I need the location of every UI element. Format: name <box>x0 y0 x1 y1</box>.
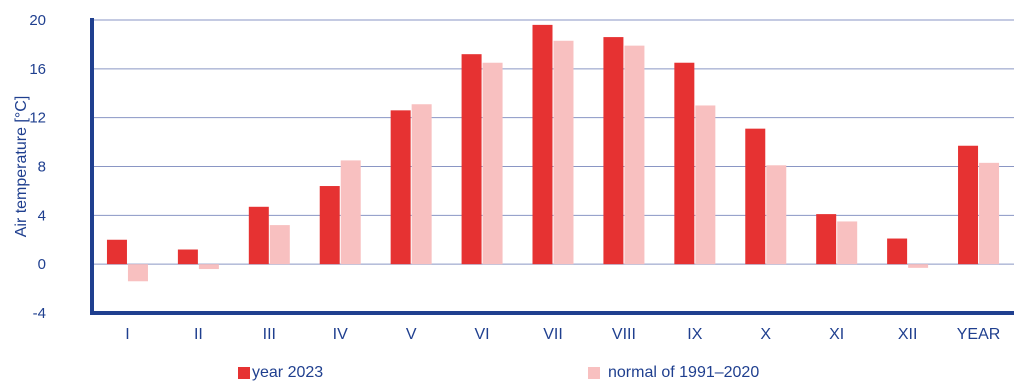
bar-normal-x <box>766 165 787 265</box>
bar-normal-xi <box>837 221 858 265</box>
x-tick-label: XII <box>898 326 918 343</box>
x-tick-label: II <box>194 326 203 343</box>
bar-normal-iii <box>269 225 290 265</box>
bar-normal-i <box>127 264 148 282</box>
bar-normal-ii <box>198 264 219 270</box>
x-tick-label: YEAR <box>957 326 1001 343</box>
bar-year-2023-ii <box>177 249 198 265</box>
x-tick-label: III <box>263 326 276 343</box>
y-tick-label: 16 <box>29 61 46 78</box>
bar-normal-ix <box>695 105 716 265</box>
x-tick-label: X <box>760 326 771 343</box>
bar-normal-vi <box>482 62 503 265</box>
x-tick-label: IX <box>687 326 702 343</box>
bar-year-2023-iii <box>248 206 269 265</box>
y-tick-label: 12 <box>29 110 46 127</box>
x-tick-label: IV <box>333 326 348 343</box>
x-tick-label: VIII <box>612 326 636 343</box>
y-tick-label: -4 <box>33 305 46 322</box>
bar-normal-v <box>411 104 432 265</box>
bar-year-2023-ix <box>674 62 695 265</box>
legend-label-normal: normal of 1991–2020 <box>608 364 760 381</box>
bar-normal-vii <box>553 40 574 265</box>
y-tick-label: 4 <box>38 207 46 224</box>
legend-swatch-normal <box>588 367 600 379</box>
bar-year-2023-v <box>390 110 411 265</box>
bar-normal-year <box>979 162 1000 265</box>
bar-normal-xii <box>908 264 929 268</box>
legend-swatch-year-2023 <box>238 367 250 379</box>
bar-normal-iv <box>340 160 361 265</box>
bar-year-2023-xi <box>816 214 837 265</box>
y-tick-label: 8 <box>38 159 46 176</box>
y-axis-label: Air temperature [°C] <box>13 96 30 238</box>
bar-normal-viii <box>624 45 645 265</box>
x-tick-label: I <box>125 326 129 343</box>
x-tick-label: V <box>406 326 417 343</box>
bar-year-2023-iv <box>319 186 340 265</box>
y-tick-label: 0 <box>38 256 46 273</box>
bar-year-2023-vi <box>461 54 482 265</box>
x-tick-label: VI <box>475 326 490 343</box>
bar-year-2023-xii <box>887 238 908 265</box>
bar-year-2023-i <box>106 239 127 265</box>
x-tick-label: XI <box>829 326 844 343</box>
bar-year-2023-year <box>958 145 979 265</box>
legend-item-normal: normal of 1991–2020 <box>588 363 759 383</box>
bar-year-2023-vii <box>532 24 553 265</box>
bar-year-2023-x <box>745 128 766 265</box>
bar-year-2023-viii <box>603 37 624 265</box>
y-tick-label: 20 <box>29 12 46 29</box>
legend-label-year-2023: year 2023 <box>252 364 324 381</box>
x-tick-label: VII <box>543 326 563 343</box>
legend-item-year-2023: year 2023 <box>238 363 323 383</box>
